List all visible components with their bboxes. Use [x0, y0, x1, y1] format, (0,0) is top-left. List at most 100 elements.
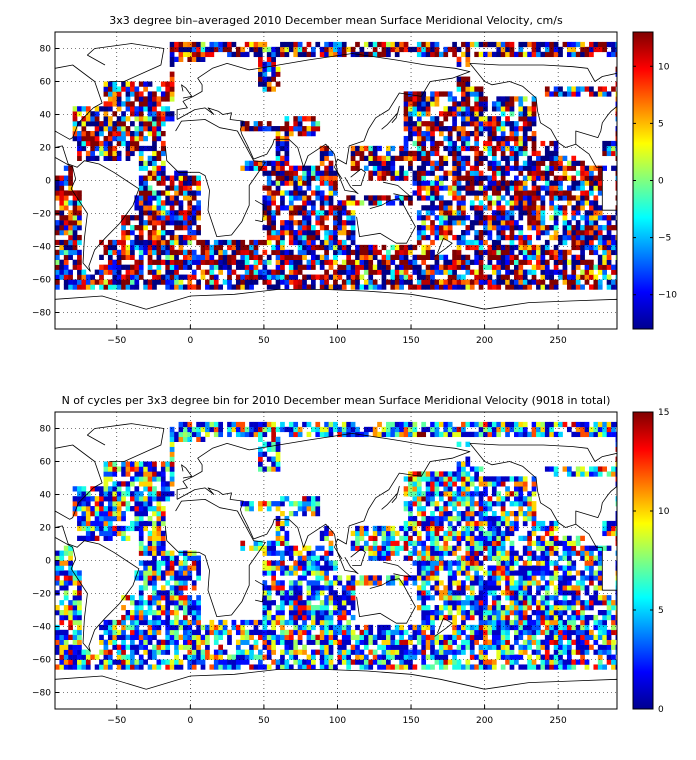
- heat-cell: [59, 580, 65, 586]
- heat-cell: [116, 664, 122, 670]
- heat-cell: [421, 111, 427, 117]
- heat-cell: [156, 131, 162, 137]
- heat-cell: [182, 605, 188, 611]
- heat-cell: [527, 634, 532, 640]
- heat-cell: [209, 654, 215, 660]
- heat-cell: [549, 269, 555, 275]
- heat-cell: [72, 131, 78, 137]
- heat-cell: [447, 585, 453, 591]
- heat-cell: [434, 225, 440, 231]
- heat-cell: [121, 659, 126, 665]
- heat-cell: [346, 279, 352, 285]
- heat-cell: [288, 649, 294, 655]
- heat-cell: [152, 664, 157, 670]
- heat-cell: [434, 195, 440, 201]
- heat-cell: [386, 165, 391, 171]
- heat-cell: [59, 225, 65, 231]
- heat-cell: [284, 649, 290, 655]
- heat-cell: [615, 664, 617, 670]
- heat-cell: [244, 51, 250, 58]
- heat-cell: [403, 575, 409, 581]
- heat-cell: [615, 175, 617, 181]
- heat-cell: [474, 624, 479, 631]
- heat-cell: [288, 619, 294, 626]
- heat-cell: [275, 590, 281, 596]
- heat-cell: [456, 580, 462, 586]
- heat-cell: [293, 116, 299, 122]
- heat-cell: [421, 121, 427, 127]
- heat-cell: [531, 220, 537, 226]
- heat-cell: [597, 254, 603, 260]
- heat-cell: [306, 610, 312, 616]
- heat-cell: [575, 91, 581, 97]
- heat-cell: [319, 284, 325, 290]
- heat-cell: [191, 619, 197, 626]
- colorbar-tick-label: 10: [658, 62, 670, 72]
- velocity-panel: 3x3 degree bin–averaged 2010 December me…: [32, 14, 677, 346]
- heat-cell: [350, 220, 356, 226]
- heat-cell: [491, 269, 497, 275]
- heat-cell: [205, 239, 210, 246]
- heat-cell: [213, 639, 219, 645]
- heat-cell: [156, 644, 162, 650]
- heat-cell: [522, 269, 528, 275]
- heat-cell: [94, 126, 100, 132]
- heat-cell: [324, 614, 329, 621]
- heat-cell: [386, 200, 391, 206]
- heat-cell: [611, 150, 616, 157]
- heat-cell: [615, 269, 617, 275]
- heat-cell: [310, 570, 316, 576]
- heat-cell: [337, 230, 343, 236]
- heat-cell: [240, 254, 246, 260]
- heat-cell: [421, 634, 427, 640]
- heat-cell: [262, 585, 268, 591]
- heat-cell: [266, 200, 272, 206]
- heat-cell: [169, 61, 175, 67]
- heat-cell: [328, 41, 334, 48]
- heat-cell: [160, 190, 166, 196]
- heat-cell: [483, 96, 488, 102]
- heat-cell: [205, 249, 210, 256]
- heat-cell: [328, 610, 334, 616]
- heat-cell: [350, 595, 356, 601]
- heat-cell: [394, 170, 400, 176]
- heat-cell: [377, 145, 382, 152]
- heat-cell: [222, 239, 228, 246]
- heat-cell: [350, 160, 356, 166]
- heat-cell: [474, 140, 479, 147]
- heat-cell: [125, 664, 131, 670]
- heat-cell: [518, 279, 524, 285]
- heat-cell: [394, 254, 400, 260]
- heat-cell: [527, 560, 532, 566]
- heat-cell: [169, 590, 175, 596]
- heat-cell: [55, 565, 60, 571]
- heat-cell: [558, 614, 563, 621]
- heat-cell: [580, 244, 585, 251]
- heat-cell: [302, 644, 307, 650]
- heat-cell: [288, 165, 294, 171]
- heat-cell: [297, 664, 303, 670]
- heat-cell: [72, 595, 78, 601]
- heat-cell: [324, 565, 329, 571]
- heat-cell: [240, 629, 246, 636]
- heat-cell: [266, 644, 272, 650]
- heat-cell: [421, 170, 427, 176]
- heat-cell: [205, 279, 210, 285]
- heat-cell: [465, 254, 471, 260]
- heat-cell: [333, 560, 338, 566]
- heat-cell: [580, 610, 585, 616]
- heat-cell: [152, 175, 157, 181]
- heat-cell: [160, 279, 166, 285]
- heat-cell: [182, 249, 188, 256]
- heat-cell: [337, 239, 343, 246]
- heat-cell: [518, 210, 524, 216]
- heat-cell: [602, 234, 607, 241]
- heat-cell: [324, 570, 329, 576]
- heat-cell: [103, 116, 109, 122]
- heat-cell: [430, 254, 435, 260]
- heat-cell: [593, 590, 599, 596]
- heat-cell: [59, 205, 65, 211]
- heat-cell: [333, 580, 338, 586]
- heat-cell: [196, 185, 201, 191]
- heat-cell: [430, 131, 435, 137]
